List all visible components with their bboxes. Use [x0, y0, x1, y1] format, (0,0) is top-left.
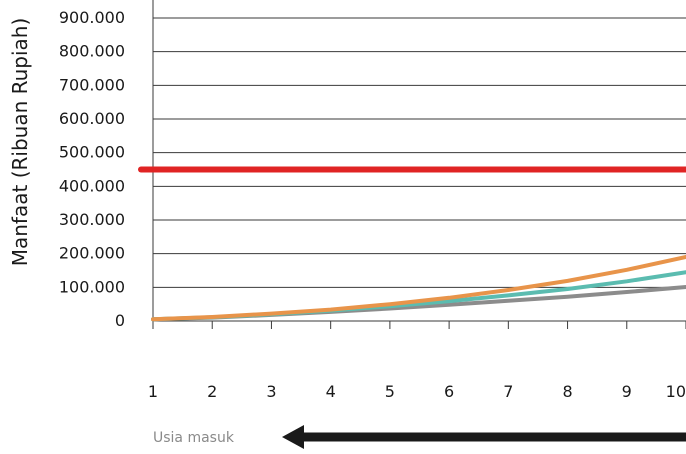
x-tick-label: 9 — [622, 382, 632, 401]
annotation-label: Usia masuk — [153, 430, 235, 446]
y-tick-label: 0 — [115, 311, 125, 330]
x-tick-label: 4 — [326, 382, 336, 401]
y-tick-labels: 0 100.000 200.000 300.000 400.000 500.000 600.… — [59, 8, 125, 330]
x-tick-label: 8 — [562, 382, 572, 401]
x-tick-labels: 1 2 3 4 5 6 7 8 9 10 — [148, 382, 686, 401]
y-tick-label: 400.000 — [59, 176, 125, 195]
y-axis-label: Manfaat (Ribuan Rupiah) — [8, 18, 32, 267]
x-tick-label: 1 — [148, 382, 158, 401]
left-arrow-icon — [282, 425, 686, 449]
series-line-1 — [151, 255, 686, 322]
x-tick-label: 3 — [266, 382, 276, 401]
y-tick-label: 900.000 — [59, 8, 125, 27]
y-tick-label: 300.000 — [59, 210, 125, 229]
x-tick-label: 6 — [444, 382, 454, 401]
x-tick-label: 7 — [503, 382, 513, 401]
y-tick-label: 500.000 — [59, 143, 125, 162]
y-tick-label: 700.000 — [59, 75, 125, 94]
series-lines — [138, 166, 686, 322]
series-line-2 — [151, 270, 686, 322]
y-tick-label: 200.000 — [59, 244, 125, 263]
y-tick-label: 800.000 — [59, 42, 125, 61]
x-tick-label: 10 — [666, 382, 686, 401]
grid — [152, 0, 686, 329]
x-tick-label: 2 — [207, 382, 217, 401]
y-tick-label: 100.000 — [59, 277, 125, 296]
x-tick-label: 5 — [385, 382, 395, 401]
y-tick-label: 600.000 — [59, 109, 125, 128]
